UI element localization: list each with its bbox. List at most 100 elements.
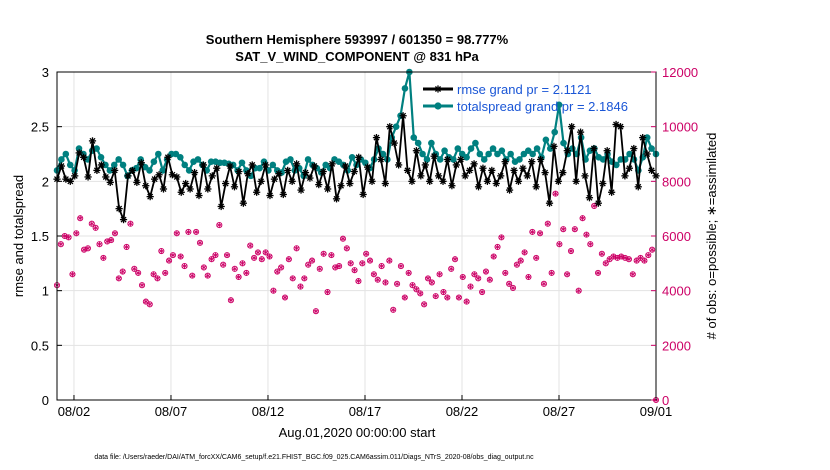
totalspread-point — [238, 159, 246, 167]
rmse-point — [417, 172, 425, 180]
obs-point — [610, 253, 617, 260]
obs-point — [65, 234, 72, 241]
y-tick-label: 0.5 — [31, 338, 49, 353]
obs-point — [262, 249, 269, 256]
rmse-point — [186, 185, 194, 193]
y-tick-label: 0 — [42, 393, 49, 408]
legend: rmse grand pr = 2.1121 totalspread grand… — [423, 82, 628, 114]
rmse-point — [332, 195, 341, 203]
rmse-point — [142, 182, 150, 190]
obs-point — [185, 228, 192, 235]
rmse-point — [430, 152, 438, 160]
y-axis-label: rmse and totalspread — [11, 175, 26, 297]
obs-point — [575, 287, 582, 294]
rmse-point — [510, 166, 518, 174]
obs-point — [397, 263, 404, 270]
obs-point — [529, 228, 536, 235]
rmse-point — [239, 199, 247, 207]
x-tick-label: 08/17 — [349, 404, 382, 419]
totalspread-point — [401, 85, 409, 92]
obs-point — [366, 257, 374, 264]
rmse-point — [585, 194, 594, 202]
rmse-point — [386, 123, 394, 131]
obs-point — [587, 241, 594, 248]
obs-point — [84, 245, 91, 252]
obs-point — [355, 278, 362, 285]
rmse-point — [590, 144, 598, 153]
obs-point — [239, 260, 246, 267]
obs-point — [594, 269, 602, 276]
totalspread-point — [58, 156, 65, 163]
obs-point — [123, 243, 130, 250]
totalspread-point — [599, 156, 607, 163]
series-layer — [53, 68, 660, 404]
rmse-point — [208, 172, 216, 180]
obs-point — [231, 265, 238, 272]
obs-point — [173, 230, 180, 237]
rmse-point — [541, 168, 549, 177]
legend-spread-marker — [434, 102, 442, 110]
obs-point — [146, 301, 153, 308]
obs-point — [509, 284, 517, 291]
legend-spread-circle — [434, 102, 442, 110]
y2-tick-label: 6000 — [662, 229, 691, 244]
totalspread-point — [648, 145, 655, 152]
obs-point — [278, 264, 285, 271]
rmse-point — [151, 175, 159, 183]
rmse-point — [372, 134, 381, 142]
rmse-point — [97, 161, 105, 169]
x-tick-label: 08/12 — [252, 404, 285, 419]
obs-point — [69, 271, 76, 278]
totalspread-point — [542, 136, 550, 144]
y-tick-label: 3 — [42, 65, 49, 80]
rmse-point — [146, 193, 154, 201]
x-tick-label: 09/01 — [640, 404, 673, 419]
obs-point — [560, 226, 567, 233]
obs-point — [77, 215, 84, 222]
obs-point — [537, 230, 544, 237]
obs-point — [548, 269, 555, 276]
totalspread-point — [480, 156, 488, 163]
obs-point — [451, 256, 459, 263]
obs-point — [498, 234, 505, 241]
obs-point — [274, 268, 281, 275]
x-tick-label: 08/07 — [155, 404, 188, 419]
rmse-point — [421, 161, 429, 169]
totalspread-point — [177, 153, 184, 161]
rmse-point — [483, 177, 491, 185]
obs-point — [479, 288, 486, 296]
rmse-point — [164, 153, 172, 161]
obs-point — [409, 282, 416, 289]
obs-point — [614, 254, 621, 261]
rmse-point — [581, 172, 589, 180]
rmse-point — [568, 123, 576, 131]
obs-point — [506, 280, 513, 287]
totalspread-point — [436, 156, 444, 163]
totalspread-point — [485, 150, 492, 158]
obs-point — [363, 250, 370, 257]
rmse-point — [550, 142, 558, 150]
obs-point — [247, 242, 254, 249]
obs-point — [227, 297, 234, 304]
y2-tick-label: 0 — [662, 393, 669, 408]
obs-point — [305, 261, 312, 268]
totalspread-point — [115, 156, 122, 163]
y2-axis-label: # of obs: o=possible; ∗=assimilated — [704, 133, 719, 340]
rmse-point — [133, 178, 141, 187]
obs-point — [111, 230, 119, 237]
totalspread-point — [463, 153, 470, 161]
rmse-point — [288, 177, 296, 185]
obs-point — [455, 294, 462, 301]
obs-point — [108, 237, 115, 244]
rmse-point — [599, 179, 607, 188]
rmse-point — [182, 179, 190, 188]
totalspread-point — [97, 153, 105, 161]
totalspread-point — [119, 161, 127, 169]
obs-point — [270, 287, 277, 294]
obs-point — [289, 275, 296, 282]
rmse-point — [173, 173, 181, 181]
rmse-point — [554, 177, 562, 185]
grid-lines — [57, 71, 657, 401]
obs-point — [266, 253, 273, 260]
obs-point — [73, 230, 80, 237]
